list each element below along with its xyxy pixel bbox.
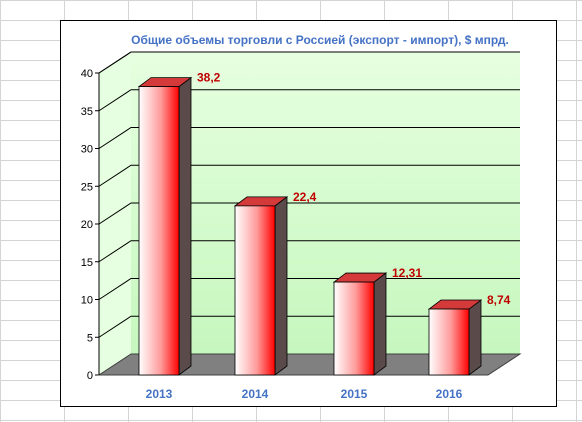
bar-side [178,76,192,376]
y-tick-label: 35 [81,106,93,118]
gridline [98,89,520,112]
y-tick-label: 0 [87,370,93,382]
data-label-2016: 8,74 [487,293,511,307]
y-tick-label: 25 [81,181,93,193]
x-tick-label-2013: 2013 [146,387,173,401]
gridline [98,127,520,149]
gridline [98,240,520,263]
y-tick-label: 10 [81,295,93,307]
bar-2016 [427,299,483,376]
y-tick-label: 5 [87,332,93,344]
y-tick-label: 15 [81,257,93,269]
bar-2014 [233,196,289,376]
chart-frame: Общие объемы торговли с Россией (экспорт… [60,20,557,407]
y-axis-line [98,51,132,375]
gridline [98,164,520,187]
y-tick-label: 20 [81,219,93,231]
chart-title: Общие объемы торговли с Россией (экспорт… [131,33,509,47]
bar-side [468,299,482,376]
bar-2015 [332,272,388,376]
bar-side [373,272,387,376]
gridline [98,315,520,338]
data-label-2015: 12,31 [392,266,422,280]
bar-front [333,281,375,376]
gridline [98,202,520,225]
bar-side [274,196,288,376]
bar-front [234,205,276,376]
bar-front [138,86,180,376]
y-tick-label: 40 [81,68,93,80]
x-tick-label-2015: 2015 [341,387,368,401]
chart-area: Общие объемы торговли с Россией (экспорт… [81,33,522,401]
x-tick-label-2014: 2014 [242,387,269,401]
data-label-2013: 38,2 [197,71,221,85]
gridline [98,278,520,300]
x-tick-label-2016: 2016 [436,387,463,401]
y-tick-label: 30 [81,144,93,156]
bar-2013 [137,76,193,376]
data-label-2014: 22,4 [293,190,317,204]
bar-front [428,308,470,376]
